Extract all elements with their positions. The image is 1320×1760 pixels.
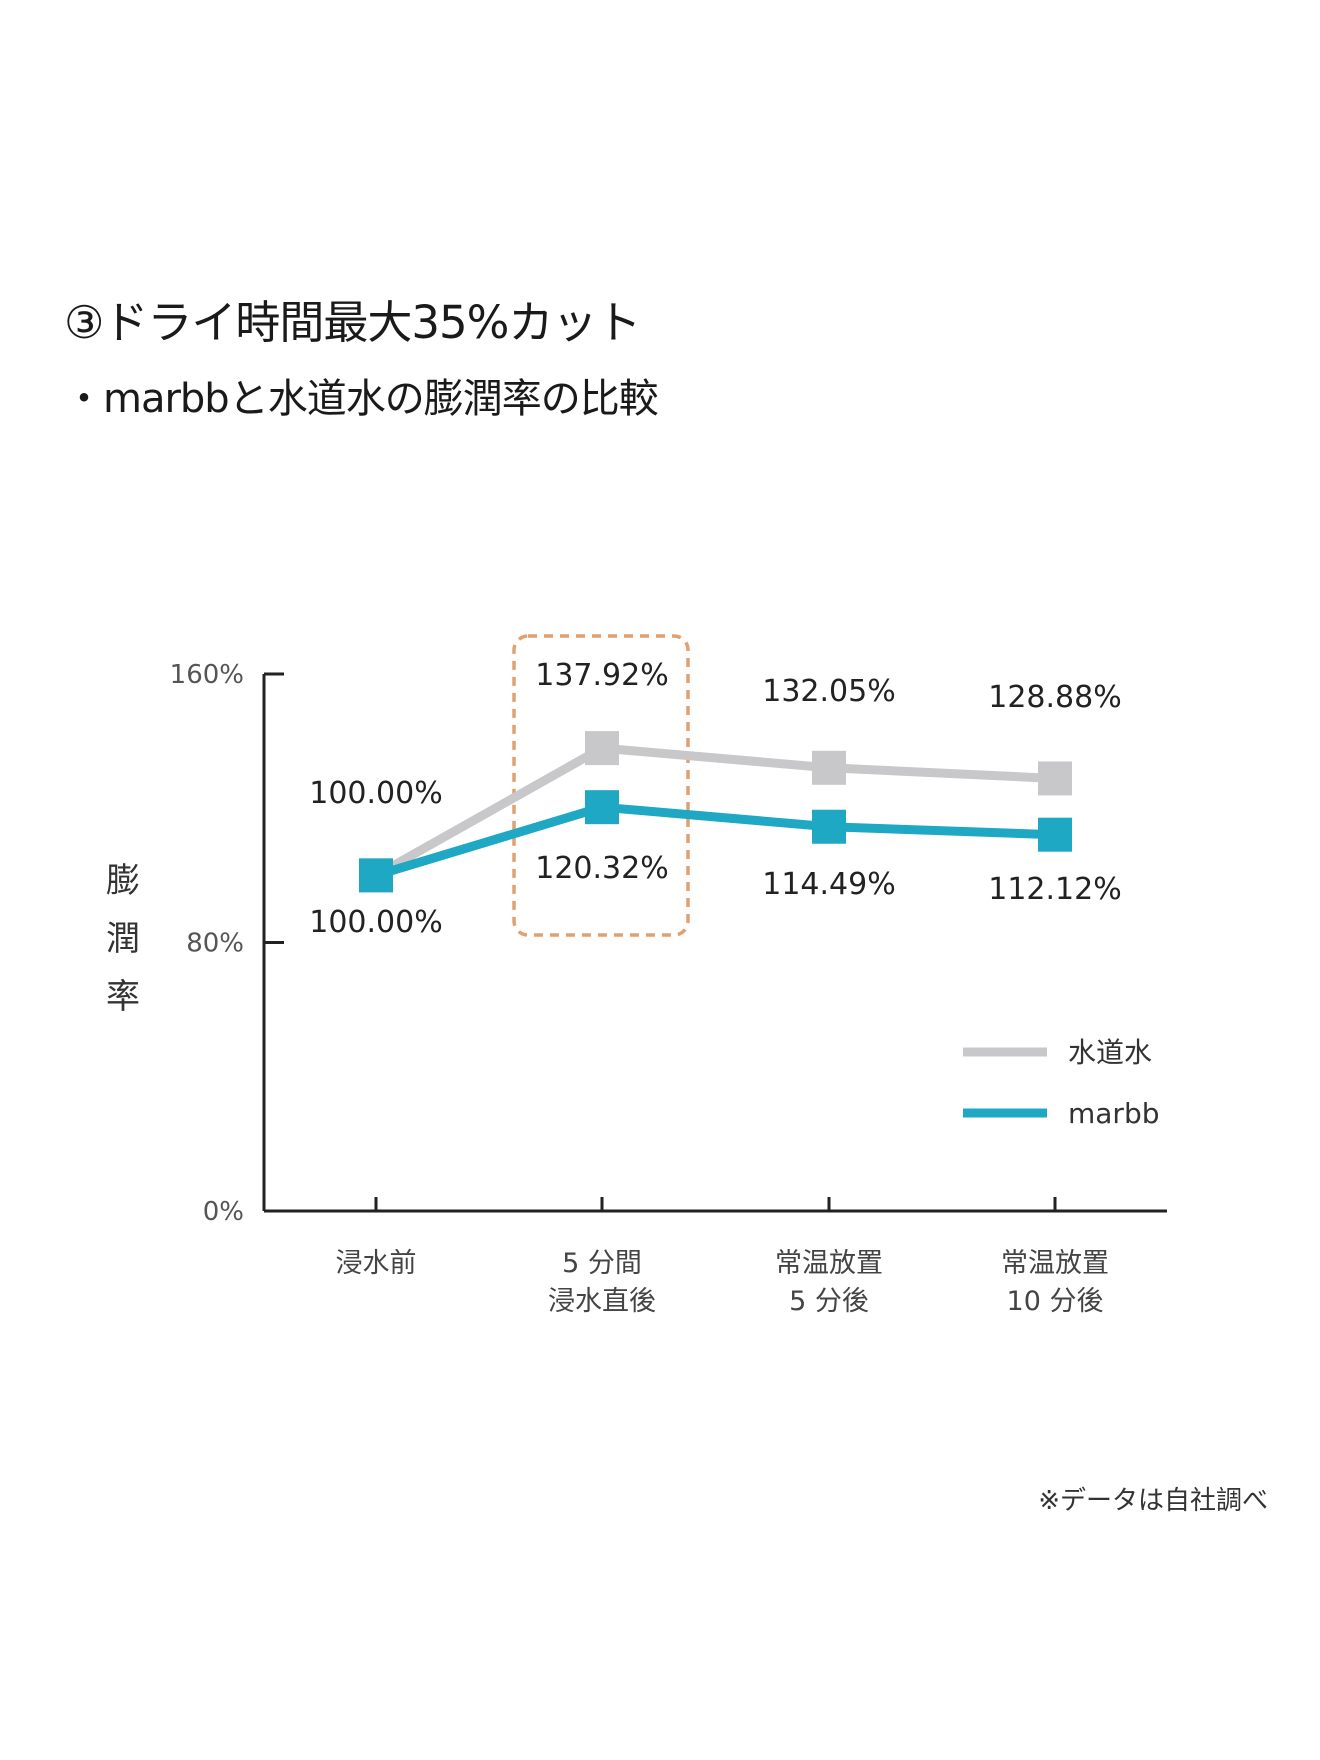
y-axis-label: 潤 [106,919,140,959]
data-point [812,809,846,844]
data-label: 120.32% [535,851,668,886]
highlight-box [512,634,690,937]
data-label: 137.92% [535,658,668,693]
y-axis-label: 率 [106,977,140,1017]
data-point [1038,817,1072,852]
data-point [585,790,619,825]
y-axis-label: 膨 [106,861,140,901]
y-tick-label: 0% [203,1197,244,1227]
data-label: 100.00% [309,905,442,940]
y-tick-label: 160% [170,660,244,690]
page-subtitle: ・marbbと水道水の膨潤率の比較 [64,376,659,422]
footnote: ※データは自社調べ [1038,1486,1268,1516]
data-point [1038,761,1072,796]
legend-label: 水道水 [1068,1036,1152,1069]
x-tick-label: 浸水直後 [548,1286,656,1317]
x-tick-label: 常温放置 [1001,1248,1109,1279]
x-tick-label: 5 分後 [789,1286,869,1317]
series-line-0 [373,743,1056,880]
x-tick-label: 常温放置 [775,1248,883,1279]
data-label: 128.88% [988,680,1121,715]
data-label: 132.05% [762,674,895,709]
data-point [585,731,619,766]
x-tick-label: 浸水前 [336,1248,417,1279]
page-title: ③ドライ時間最大35%カット [64,296,641,349]
legend-label: marbb [1068,1097,1160,1130]
data-point [812,750,846,785]
data-label: 100.00% [309,776,442,811]
x-tick-label: 5 分間 [562,1248,642,1279]
x-tick-label: 10 分後 [1007,1286,1104,1317]
y-tick-label: 80% [186,929,244,959]
data-point [359,858,393,893]
data-label: 114.49% [762,867,895,902]
series-line-1 [374,802,1056,880]
data-label: 112.12% [988,872,1121,907]
